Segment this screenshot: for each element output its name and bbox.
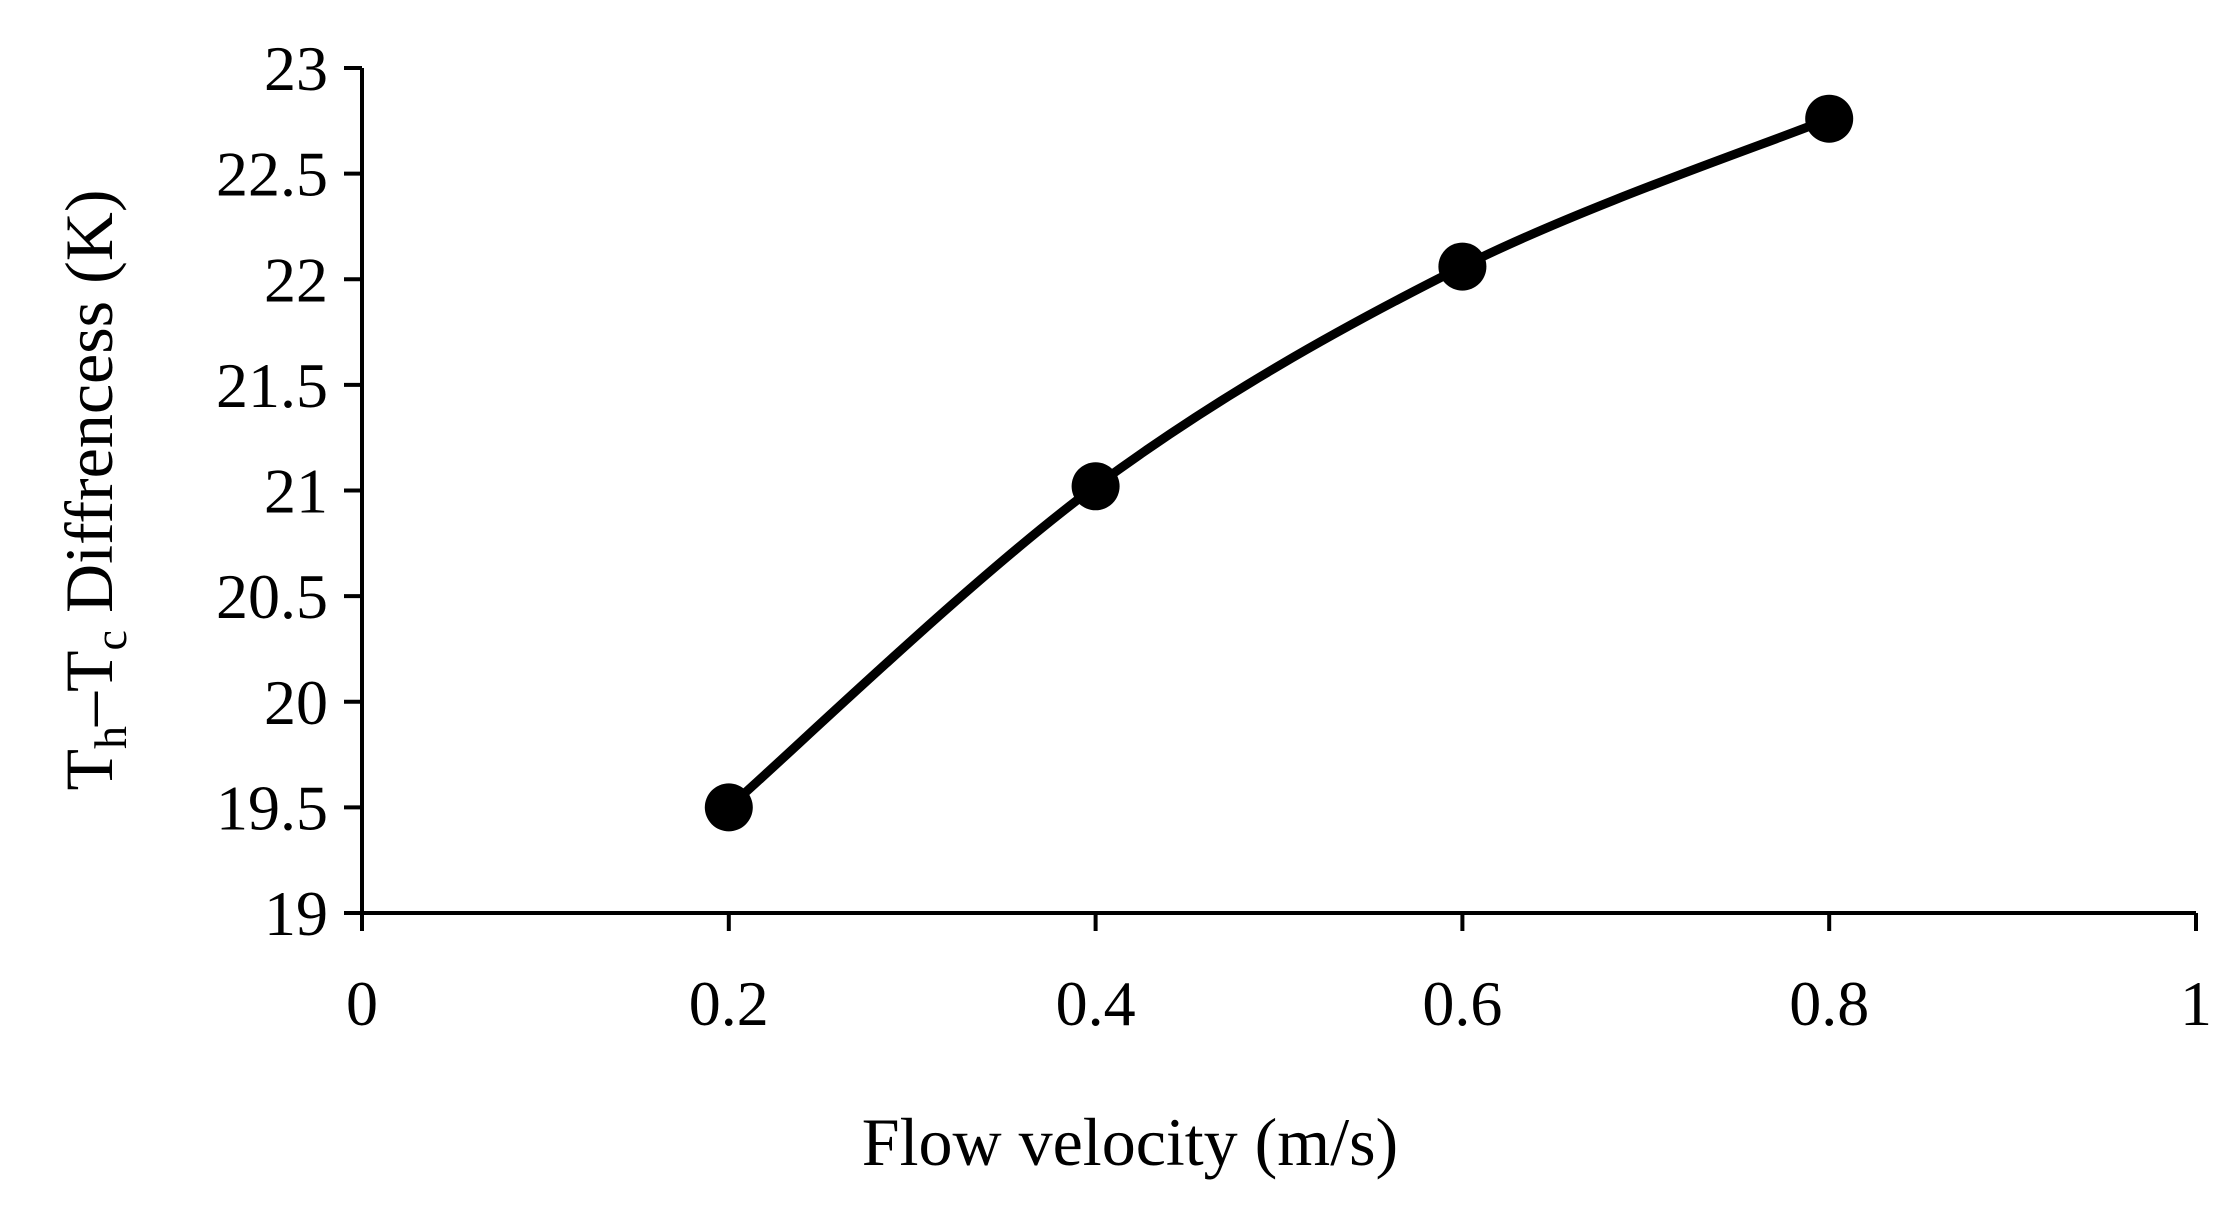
x-axis-title: Flow velocity (m/s) [862,1104,1398,1180]
y-tick-label: 19.5 [216,772,328,843]
series-layer [704,94,1854,832]
y-title-dash: – [51,691,127,727]
x-tick-label: 0.8 [1789,968,1869,1039]
y-title-sub1: h [85,726,136,749]
y-tick-label: 23 [264,33,328,104]
y-title-sub2: c [85,630,136,650]
x-tick-label: 0.2 [689,968,769,1039]
y-axis-title: Th–Tc Diffrencess (K) [51,189,136,790]
y-tick-label: 22.5 [216,139,328,210]
y-tick-label: 22 [264,244,328,315]
data-point [704,783,753,832]
y-tick-label: 21 [264,456,328,527]
y-axis: 19 19.5 20 20.5 21 21.5 22 22.5 23 [216,33,364,949]
x-tick-label: 0.4 [1056,968,1136,1039]
series-line [724,114,1834,812]
x-tick-label: 0.6 [1422,968,1502,1039]
y-title-rest: Diffrencess (K) [51,189,127,630]
data-point [1438,242,1487,291]
x-tick-label: 1 [2180,968,2212,1039]
y-ticks: 19 19.5 20 20.5 21 21.5 22 22.5 23 [216,33,362,949]
y-tick-label: 19 [264,878,328,949]
y-tick-label: 20 [264,667,328,738]
x-axis: 0 0.2 0.4 0.6 0.8 1 [346,911,2212,1039]
y-tick-label: 20.5 [216,561,328,632]
data-point [1805,94,1854,143]
data-point [1071,462,1120,511]
y-title-t1: T [51,749,127,791]
x-tick-label: 0 [346,968,378,1039]
y-title-t2: T [51,650,127,692]
x-ticks: 0 0.2 0.4 0.6 0.8 1 [346,913,2212,1039]
y-tick-label: 21.5 [216,350,328,421]
